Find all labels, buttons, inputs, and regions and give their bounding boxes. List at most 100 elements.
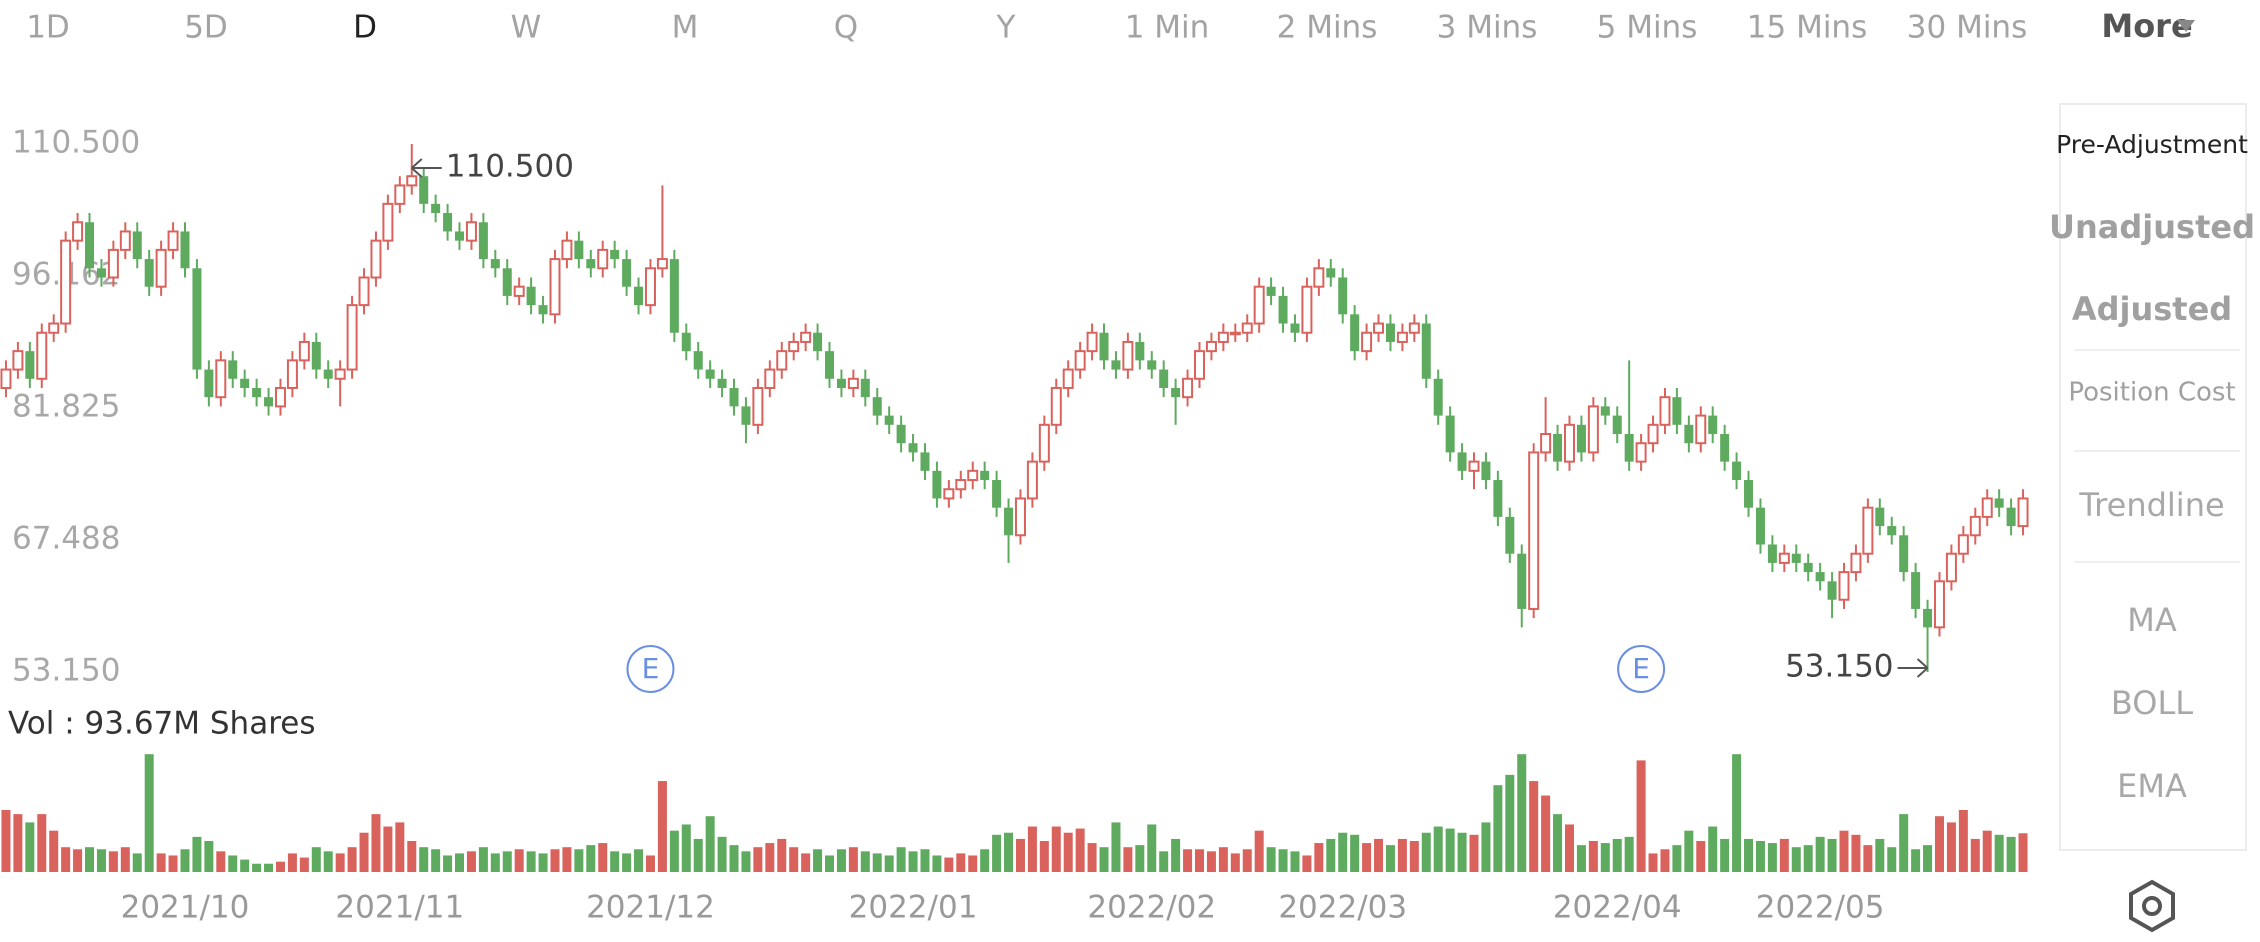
settings-circle[interactable] (2142, 896, 2162, 916)
volume-bar (980, 849, 990, 872)
volume-bar (1708, 826, 1718, 872)
time-tab[interactable]: Y (996, 10, 1016, 46)
min-arrow (1897, 658, 1929, 678)
volume-bar (681, 824, 691, 872)
candle-body (1563, 423, 1575, 463)
volume-bar (132, 853, 142, 872)
time-tab[interactable]: 2 Mins (1277, 10, 1378, 46)
time-tab[interactable]: 5 Mins (1597, 10, 1698, 46)
time-tab[interactable]: M (672, 10, 699, 46)
side-menu-item[interactable]: Pre-Adjustment (2056, 130, 2248, 159)
candle-body (1408, 322, 1420, 334)
candle-body (1266, 286, 1276, 296)
more-tab[interactable]: More (2101, 7, 2192, 45)
candle-body (36, 331, 48, 380)
candle-body (1994, 498, 2004, 508)
volume-bar (729, 845, 739, 872)
volume-bar (1123, 847, 1133, 872)
candle-body (394, 184, 406, 205)
time-tab[interactable]: 1D (26, 10, 70, 46)
event-label[interactable]: E (1632, 652, 1650, 685)
candle-body (1290, 323, 1300, 333)
volume-bar (825, 855, 835, 872)
volume-bar (85, 847, 95, 872)
volume-bar (1600, 843, 1610, 872)
volume-bar (789, 847, 799, 872)
max-label: 110.500 (446, 149, 574, 185)
candle-body (1396, 331, 1408, 343)
settings-hexagon[interactable] (2129, 879, 2175, 933)
candle-body (872, 397, 882, 416)
time-tab[interactable]: 1 Min (1125, 10, 1210, 46)
more-caret[interactable] (2177, 20, 2195, 32)
volume-bar (669, 830, 679, 872)
side-menu-item[interactable]: BOLL (2111, 684, 2193, 722)
volume-bar (240, 859, 250, 872)
candle-body (1778, 552, 1790, 564)
volume-bar (1362, 843, 1372, 872)
candle-body (1695, 414, 1707, 445)
volume-bar (1350, 834, 1360, 872)
candle-body (419, 176, 429, 204)
candle-body (644, 267, 656, 307)
time-tab[interactable]: 3 Mins (1437, 10, 1538, 46)
candle-body (1576, 424, 1586, 453)
volume-bar (275, 861, 285, 872)
volume-bar (1314, 843, 1324, 872)
volume-bar (478, 847, 488, 872)
time-tab[interactable]: 30 Mins (1907, 10, 2027, 46)
volume-bar (1254, 830, 1264, 872)
volume-bar (1541, 795, 1551, 872)
candle-body (1981, 497, 1993, 518)
candle-body (669, 259, 679, 333)
candle-body (1969, 515, 1981, 537)
time-tab[interactable]: 15 Mins (1747, 10, 1867, 46)
side-menu-item[interactable]: Adjusted (2072, 290, 2232, 328)
time-tab[interactable]: W (511, 10, 542, 46)
side-menu-item[interactable]: MA (2127, 601, 2177, 639)
volume-bar (634, 849, 644, 872)
volume-bar (932, 855, 942, 872)
time-tab[interactable]: D (353, 10, 377, 46)
x-tick-label: 2021/10 (121, 890, 250, 926)
candle-body (240, 378, 250, 388)
volume-bar (1171, 838, 1181, 872)
settings-icon[interactable] (2129, 879, 2175, 933)
side-menu-item[interactable]: Position Cost (2068, 378, 2235, 408)
candle-body (681, 332, 691, 352)
candle-body (1361, 331, 1373, 353)
volume-bar (2006, 836, 2016, 872)
side-menu-item[interactable]: Trendline (2078, 486, 2224, 524)
candle-body (1815, 572, 1825, 582)
volume-bar (490, 853, 500, 872)
volume-bar (1564, 824, 1574, 872)
candle-body (2006, 507, 2016, 527)
candle-body (96, 268, 106, 278)
volume-bar (908, 851, 918, 872)
candle-body (513, 285, 525, 297)
volume-bar (1039, 841, 1049, 872)
volume-bar (1266, 847, 1276, 872)
volume-bar (968, 855, 978, 872)
y-tick-label: 81.825 (12, 389, 120, 425)
event-label[interactable]: E (642, 652, 660, 685)
candle-body (85, 222, 95, 269)
volume-bar (1648, 853, 1658, 872)
side-menu-item[interactable]: EMA (2117, 767, 2187, 805)
candle-body (705, 369, 715, 379)
candle-body (920, 452, 930, 471)
side-menu-item[interactable]: Unadjusted (2049, 208, 2255, 246)
candle-body (741, 406, 751, 425)
event-marker[interactable] (1617, 645, 1666, 693)
time-tab[interactable]: 5D (184, 10, 228, 46)
event-marker[interactable] (626, 645, 675, 693)
candle-body (1612, 415, 1622, 435)
candle-body (252, 387, 262, 398)
volume-bar (1421, 832, 1431, 872)
candle-body (967, 469, 979, 482)
candle-body (561, 239, 573, 261)
candle-body (1720, 434, 1730, 462)
candle-body (1433, 378, 1443, 416)
min-label: 53.150 (1785, 649, 1893, 685)
time-tab[interactable]: Q (834, 10, 858, 46)
